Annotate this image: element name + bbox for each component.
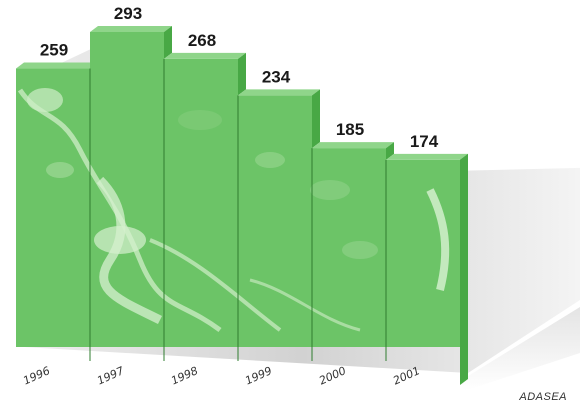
x-tick-1997: 1997 [95,364,126,387]
data-label-2001: 174 [410,132,439,151]
bar-front [164,58,238,347]
bar-2001 [385,153,468,361]
bar-2000 [311,142,394,361]
x-tick-1998: 1998 [169,364,200,387]
data-label-1998: 268 [188,31,216,50]
source-label: ADASEA [518,391,567,403]
bar-1998 [163,52,246,361]
bar-side [238,52,246,96]
bar-side [386,142,394,160]
bar-top [90,26,172,32]
last-bar-side [460,153,468,385]
data-label-1999: 234 [262,67,291,86]
data-label-1996: 259 [40,41,68,60]
data-labels: 259 293 268 234 185 174 [40,4,439,151]
bar-1999 [237,89,320,361]
bar-1996 [16,62,98,347]
bar-front [16,68,90,347]
bar-top [238,89,320,96]
x-tick-2000: 2000 [317,364,348,387]
bar-top [16,62,98,69]
bar-front [312,148,386,347]
bar-side [164,26,172,59]
bar-front [386,159,460,347]
floor-shadow [460,307,580,391]
x-tick-1999: 1999 [243,364,274,387]
bars [16,26,468,385]
bar-front [90,32,164,347]
bar-top [164,52,246,59]
bar-side [312,89,320,149]
data-label-1997: 293 [114,4,142,23]
bar-front [238,95,312,348]
x-tick-1996: 1996 [21,364,52,387]
bar-top [386,153,468,160]
bar-1997 [89,26,172,361]
x-tick-labels: 1996 1997 1998 1999 2000 2001 [21,364,422,387]
data-label-2000: 185 [336,120,364,139]
bar-top [312,142,394,149]
